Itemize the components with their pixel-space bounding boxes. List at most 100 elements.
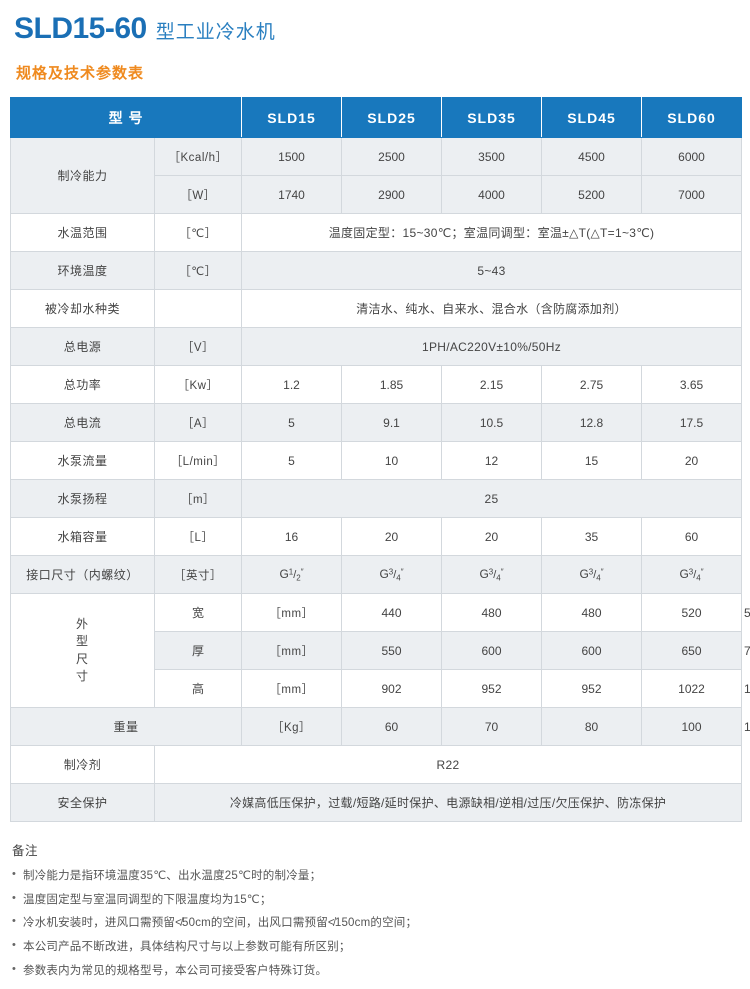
row-unit-water-temp-range: ［℃］ bbox=[153, 213, 243, 252]
row-label-tank-capacity: 水箱容量 bbox=[10, 517, 155, 556]
cell-value: 20 bbox=[641, 441, 743, 480]
cell-value: 550 bbox=[341, 631, 443, 670]
row-unit-cooling-kcal: ［Kcal/h］ bbox=[153, 137, 243, 176]
cell-value: G3/4″ bbox=[541, 555, 643, 594]
row-group-label-dimensions: 外 型 尺 寸 bbox=[10, 593, 155, 708]
row-label-dimension-height: 高 bbox=[153, 669, 243, 708]
row-unit-dimension-width: ［mm］ bbox=[241, 593, 343, 632]
table-header: 型 号 SLD15 SLD25 SLD35 SLD45 SLD60 bbox=[9, 97, 743, 138]
cell-value: 20 bbox=[441, 517, 543, 556]
row-label-safety-protection: 安全保护 bbox=[10, 783, 155, 822]
row-unit-cooling-watt: ［W］ bbox=[153, 175, 243, 214]
cell-value-span: 清洁水、纯水、自来水、混合水（含防腐添加剂） bbox=[241, 289, 743, 328]
dim-label-char: 寸 bbox=[75, 668, 89, 683]
dim-label-char: 外 bbox=[75, 617, 89, 632]
cell-value: 600 bbox=[541, 631, 643, 670]
cell-value: 12.8 bbox=[541, 403, 643, 442]
row-label-pump-head: 水泵扬程 bbox=[10, 479, 155, 518]
thread-size-fraction: G1/2″ bbox=[279, 566, 304, 583]
row-label-ambient-temp: 环境温度 bbox=[10, 251, 155, 290]
row-label-refrigerant: 制冷剂 bbox=[10, 745, 155, 784]
cell-value-span: 温度固定型：15~30℃；室温同调型：室温±△T(△T=1~3℃) bbox=[241, 213, 743, 252]
cell-value: 20 bbox=[341, 517, 443, 556]
cell-value: 12 bbox=[441, 441, 543, 480]
table-row: 水箱容量 ［L］ 16 20 20 35 60 bbox=[10, 517, 743, 556]
cell-value: G3/4″ bbox=[441, 555, 543, 594]
row-unit-ambient-temp: ［℃］ bbox=[153, 251, 243, 290]
cell-value: 480 bbox=[441, 593, 543, 632]
cell-value: 15 bbox=[541, 441, 643, 480]
row-unit-power-supply: ［V］ bbox=[153, 327, 243, 366]
row-label-power-supply: 总电源 bbox=[10, 327, 155, 366]
row-unit-pump-head: ［m］ bbox=[153, 479, 243, 518]
row-label-dimension-width: 宽 bbox=[153, 593, 243, 632]
row-unit-weight: ［Kg］ bbox=[241, 707, 343, 746]
row-unit-pump-flow: ［L/min］ bbox=[153, 441, 243, 480]
row-unit-total-current: ［A］ bbox=[153, 403, 243, 442]
cell-value: 100 bbox=[641, 707, 743, 746]
header-cell-sld25: SLD25 bbox=[341, 97, 443, 138]
row-label-water-temp-range: 水温范围 bbox=[10, 213, 155, 252]
cell-value: 2900 bbox=[341, 175, 443, 214]
product-title-suffix: 型工业冷水机 bbox=[155, 22, 276, 43]
thread-size-fraction: G3/4″ bbox=[579, 566, 604, 583]
cell-value: 70 bbox=[441, 707, 543, 746]
cell-value: 1500 bbox=[241, 137, 343, 176]
table-row: 水泵流量 ［L/min］ 5 10 12 15 20 bbox=[10, 441, 743, 480]
row-label-pump-flow: 水泵流量 bbox=[10, 441, 155, 480]
cell-value-span: 1PH/AC220V±10%/50Hz bbox=[241, 327, 743, 366]
header-cell-sld45: SLD45 bbox=[541, 97, 643, 138]
section-subtitle: 规格及技术参数表 bbox=[16, 65, 145, 82]
cell-value: G3/4″ bbox=[641, 555, 743, 594]
note-item: 冷水机安装时，进风口需预留≮50cm的空间，出风口需预留≮150cm的空间； bbox=[12, 914, 750, 932]
row-unit-dimension-depth: ［mm］ bbox=[241, 631, 343, 670]
row-unit-tank-capacity: ［L］ bbox=[153, 517, 243, 556]
cell-value-span: 5~43 bbox=[241, 251, 743, 290]
specification-table: 型 号 SLD15 SLD25 SLD35 SLD45 SLD60 制冷能力 ［… bbox=[9, 97, 750, 822]
cell-value: 2.15 bbox=[441, 365, 543, 404]
cell-value: 17.5 bbox=[641, 403, 743, 442]
spec-table-container: 型 号 SLD15 SLD25 SLD35 SLD45 SLD60 制冷能力 ［… bbox=[9, 97, 750, 822]
cell-value: 5200 bbox=[541, 175, 643, 214]
row-unit-cooled-water-type bbox=[153, 289, 243, 328]
table-row: 重量 ［Kg］ 60 70 80 100 130 bbox=[9, 707, 750, 746]
cell-value: 9.1 bbox=[341, 403, 443, 442]
dim-label-char: 尺 bbox=[75, 651, 89, 666]
cell-value: 60 bbox=[641, 517, 743, 556]
header-cell-sld60: SLD60 bbox=[641, 97, 743, 138]
table-row: 制冷能力 ［Kcal/h］ 1500 2500 3500 4500 6000 bbox=[10, 137, 743, 214]
cell-value: 2.75 bbox=[541, 365, 643, 404]
table-row: ［W］ 1740 2900 4000 5200 7000 bbox=[11, 175, 743, 214]
note-item: 本公司产品不断改进，具体结构尺寸与以上参数可能有所区别； bbox=[12, 938, 750, 956]
table-row: 制冷剂 R22 bbox=[10, 745, 743, 784]
row-label-weight: 重量 bbox=[9, 707, 243, 746]
cell-value: 3.65 bbox=[641, 365, 743, 404]
header-cell-model-name: 型 号 bbox=[9, 97, 243, 138]
cell-value: 480 bbox=[541, 593, 643, 632]
cell-value: 902 bbox=[341, 669, 443, 708]
note-item: 制冷能力是指环境温度35℃、出水温度25℃时的制冷量； bbox=[12, 867, 750, 885]
cell-value: 5 bbox=[241, 441, 343, 480]
cell-value: 1.2 bbox=[241, 365, 343, 404]
thread-size-fraction: G3/4″ bbox=[679, 566, 704, 583]
cell-value: 6000 bbox=[641, 137, 743, 176]
notes-title: 备注 bbox=[12, 844, 39, 858]
dim-label-char: 型 bbox=[75, 634, 89, 649]
header-cell-sld35: SLD35 bbox=[441, 97, 543, 138]
cell-value: 10.5 bbox=[441, 403, 543, 442]
table-row: 环境温度 ［℃］ 5~43 bbox=[10, 251, 743, 290]
cell-value: 10 bbox=[341, 441, 443, 480]
cell-value: 3500 bbox=[441, 137, 543, 176]
notes-section: 备注 制冷能力是指环境温度35℃、出水温度25℃时的制冷量； 温度固定型与室温同… bbox=[12, 840, 750, 979]
cell-value: G1/2″ bbox=[241, 555, 343, 594]
row-label-cooled-water-type: 被冷却水种类 bbox=[10, 289, 155, 328]
cell-value: 7000 bbox=[641, 175, 743, 214]
cell-value: 600 bbox=[441, 631, 543, 670]
cell-value-span: 冷媒高低压保护，过载/短路/延时保护、电源缺相/逆相/过压/欠压保护、防冻保护 bbox=[153, 783, 743, 822]
table-row: 水温范围 ［℃］ 温度固定型：15~30℃；室温同调型：室温±△T(△T=1~3… bbox=[10, 213, 743, 252]
cell-value: 35 bbox=[541, 517, 643, 556]
cell-value: 1022 bbox=[641, 669, 743, 708]
note-item: 温度固定型与室温同调型的下限温度均为15℃； bbox=[12, 891, 750, 909]
table-body: 制冷能力 ［Kcal/h］ 1500 2500 3500 4500 6000 ［… bbox=[9, 137, 750, 822]
note-item: 参数表内为常见的规格型号，本公司可接受客户特殊订货。 bbox=[12, 962, 750, 980]
